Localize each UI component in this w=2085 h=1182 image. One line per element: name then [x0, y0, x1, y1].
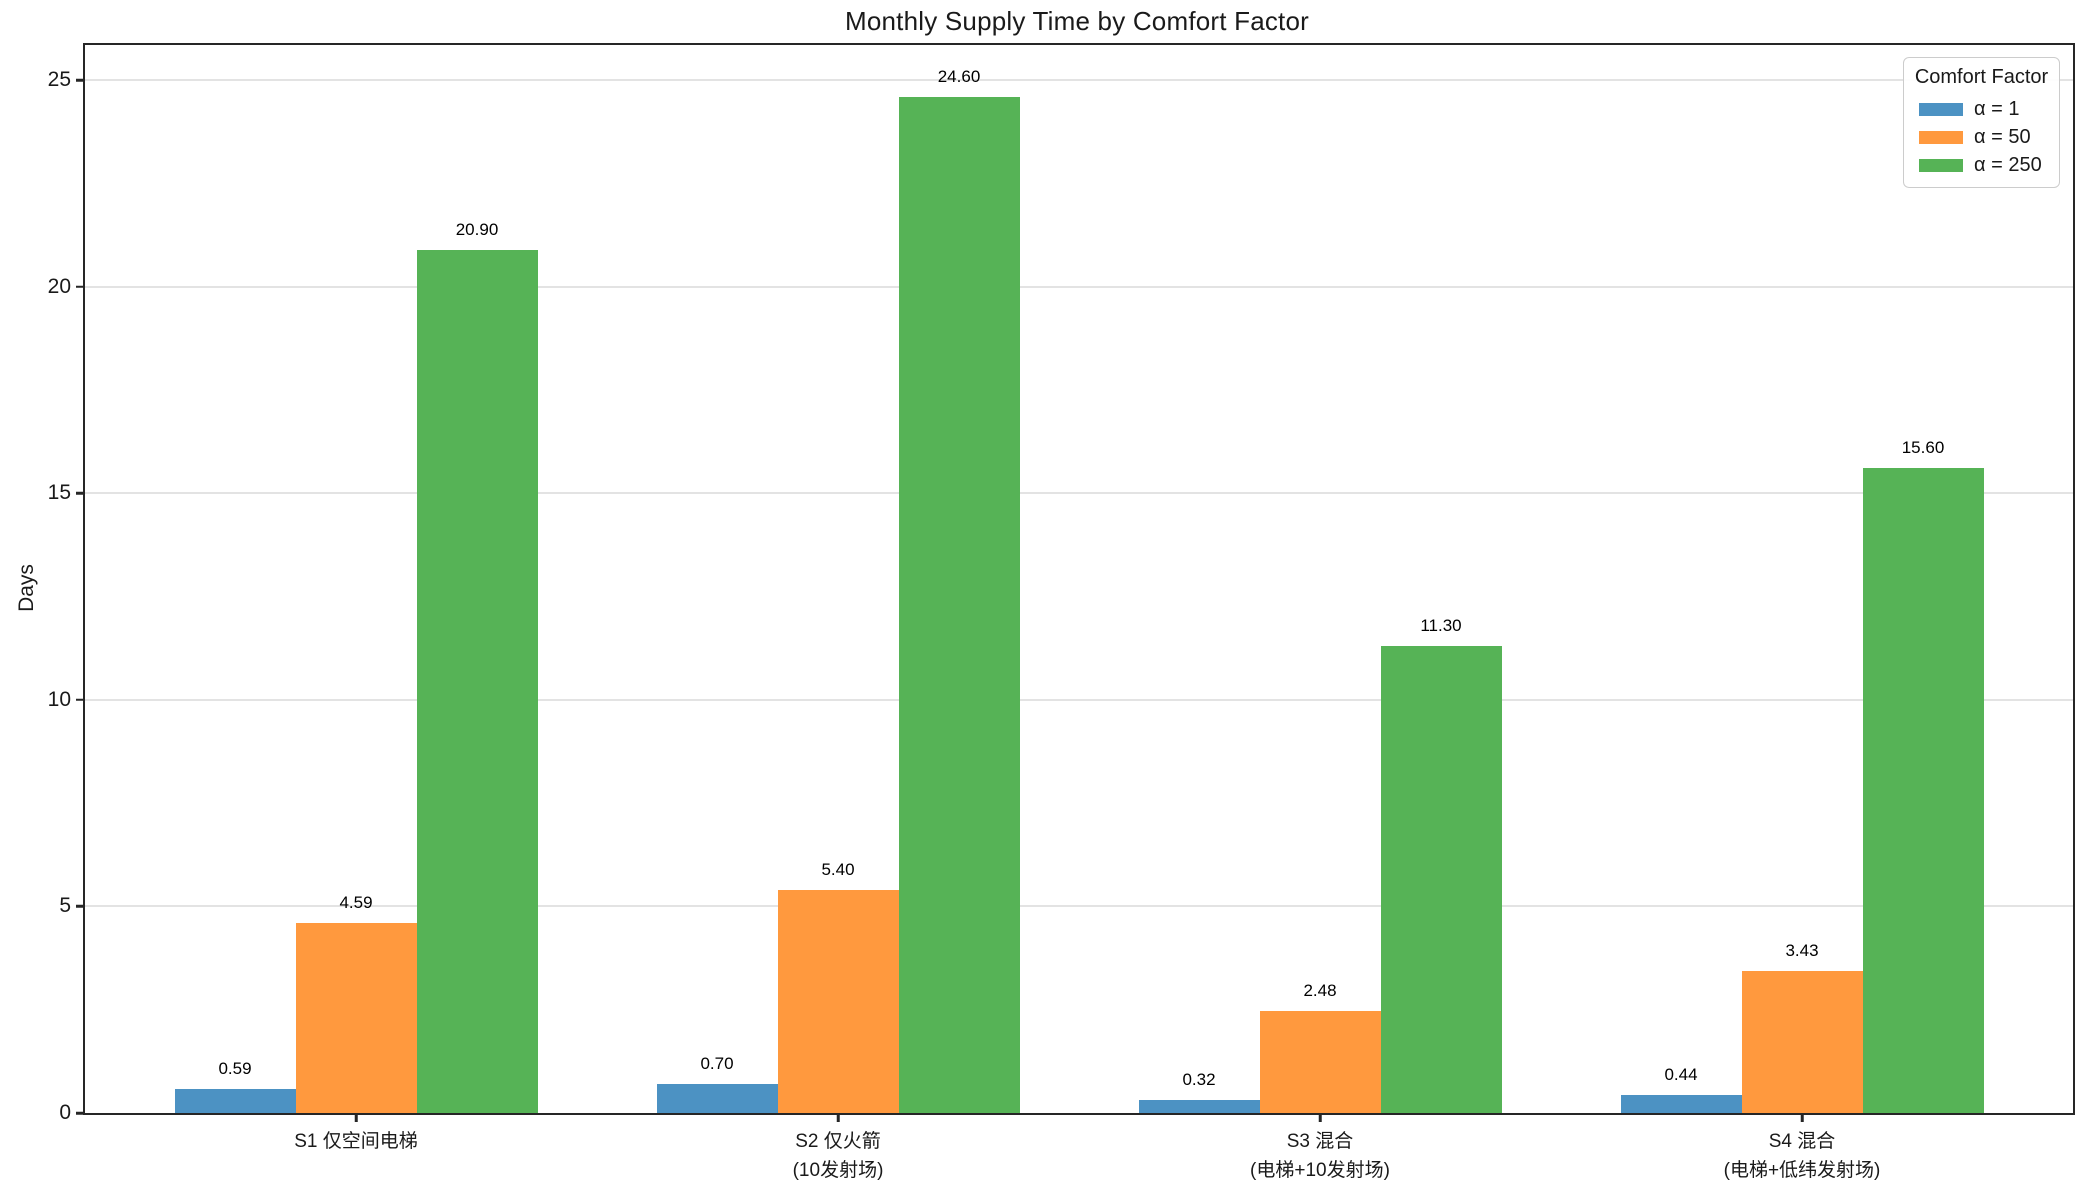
bar-series1-group2 [656, 1084, 778, 1113]
bar-series1-group1 [174, 1088, 296, 1113]
y-tick-mark-0 [76, 1111, 85, 1115]
y-tick-label-20: 20 [47, 274, 71, 298]
bar-series2-group3 [1259, 1010, 1381, 1113]
bar-series3-group4 [1862, 468, 1984, 1113]
legend-item-1: α = 1 [1904, 95, 2059, 123]
legend-label: α = 250 [1974, 153, 2042, 176]
bar-value-label: 24.60 [937, 66, 981, 86]
y-tick-label-25: 25 [47, 68, 71, 92]
bar-series2-group2 [777, 889, 899, 1113]
y-axis-label: Days [15, 564, 38, 612]
bar-value-label: 20.90 [455, 219, 499, 239]
bar-series1-group3 [1138, 1099, 1260, 1113]
bar-value-label: 0.44 [1664, 1064, 1698, 1084]
gridline-y-10 [85, 698, 2073, 701]
x-tick-mark-3 [1318, 1113, 1322, 1122]
gridline-y-15 [85, 492, 2073, 495]
chart-title: Monthly Supply Time by Comfort Factor [845, 6, 1309, 36]
legend-item-2: α = 50 [1904, 123, 2059, 151]
gridline-y-20 [85, 285, 2073, 288]
x-tick-mark-4 [1800, 1113, 1804, 1122]
y-tick-mark-15 [76, 492, 85, 495]
bar-value-label: 0.59 [218, 1058, 252, 1078]
bar-value-label: 15.60 [1901, 438, 1945, 458]
y-tick-label-5: 5 [59, 894, 71, 918]
legend-title: Comfort Factor [1914, 66, 2049, 88]
y-tick-mark-25 [76, 78, 85, 82]
legend-item-3: α = 250 [1904, 151, 2059, 179]
x-tick-label-1: S1 仅空间电梯 [294, 1131, 418, 1152]
bar-series2-group4 [1741, 971, 1863, 1113]
bar-series1-group4 [1620, 1094, 1742, 1113]
legend-swatch-icon [1919, 102, 1963, 116]
legend-swatch-icon [1919, 158, 1963, 172]
bar-series3-group1 [416, 249, 538, 1113]
y-tick-label-15: 15 [47, 481, 71, 505]
bar-series3-group3 [1380, 646, 1502, 1113]
bar-value-label: 0.70 [700, 1054, 734, 1074]
legend-swatch-icon [1919, 130, 1963, 144]
bar-value-label: 2.48 [1303, 980, 1337, 1000]
bar-series2-group1 [295, 923, 417, 1113]
x-tick-label-3: S3 混合 (电梯+10发射场) [1250, 1131, 1390, 1182]
x-tick-mark-2 [836, 1113, 840, 1122]
bar-value-label: 5.40 [821, 859, 855, 879]
y-tick-mark-10 [76, 698, 85, 702]
bar-value-label: 0.32 [1182, 1069, 1216, 1089]
x-tick-mark-1 [354, 1113, 358, 1122]
legend-label: α = 1 [1974, 97, 2020, 120]
bar-series3-group2 [898, 96, 1020, 1113]
plot-area: 0 5 10 15 20 25 0.59 0.70 0.32 0.44 4.59 5.40 2.48 3.… [48, 43, 2075, 1181]
gridline-y-25 [85, 79, 2073, 82]
x-tick-label-4: S4 混合 (电梯+低纬发射场) [1723, 1131, 1881, 1182]
y-tick-label-10: 10 [47, 687, 71, 711]
legend-label: α = 50 [1974, 125, 2031, 148]
y-tick-mark-20 [76, 285, 85, 288]
legend: Comfort Factor α = 1 α = 50 α = 250 [1903, 57, 2060, 188]
bar-value-label: 3.43 [1785, 941, 1819, 961]
bar-value-label: 11.30 [1420, 616, 1462, 636]
x-tick-label-2: S2 仅火箭 (10发射场) [792, 1131, 884, 1182]
bar-value-label: 4.59 [339, 893, 373, 913]
y-tick-label-0: 0 [59, 1101, 71, 1124]
gridline-y-5 [85, 905, 2073, 908]
y-tick-mark-5 [76, 905, 85, 908]
